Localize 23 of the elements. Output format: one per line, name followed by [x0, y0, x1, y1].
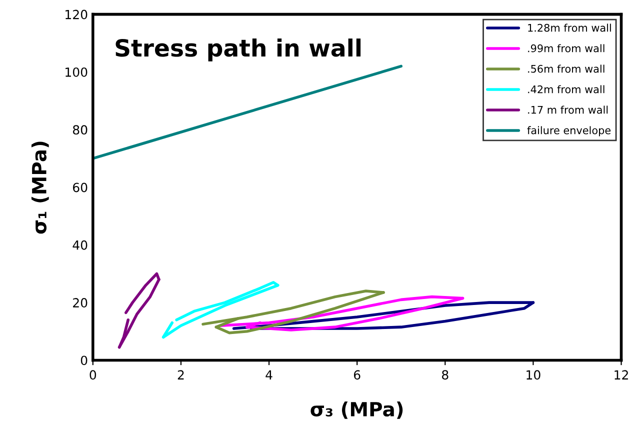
legend-label: .56m from wall: [528, 64, 604, 73]
legend-label: .42m from wall: [528, 85, 604, 94]
legend-label: .17 m from wall: [528, 106, 608, 114]
y-tick-label: 120: [66, 10, 88, 20]
y-tick-label: 20: [73, 298, 88, 308]
legend-label: failure envelope: [527, 126, 611, 136]
x-axis-title: σ₃ (MPa): [310, 402, 403, 419]
y-tick-label: 40: [72, 240, 88, 250]
x-tick-label: 12: [614, 370, 628, 380]
y-tick-label: 100: [66, 67, 88, 77]
y-tick-label: 80: [72, 125, 88, 135]
x-tick-label: 4: [266, 370, 272, 380]
x-tick-label: 6: [354, 370, 360, 380]
y-tick-label: 60: [73, 182, 88, 192]
legend-label: 1.28m from wall: [528, 24, 611, 32]
y-tick-label: 0: [80, 356, 88, 366]
text: Stress path in wall: [116, 38, 361, 62]
legend-label: .99m from wall: [528, 44, 604, 52]
x-tick-label: 0: [90, 370, 96, 380]
x-tick-label: 10: [526, 370, 540, 380]
y-axis-title: σ₁ (MPa): [31, 142, 49, 234]
x-tick-label: 2: [178, 370, 184, 380]
x-tick-label: 8: [442, 370, 448, 380]
